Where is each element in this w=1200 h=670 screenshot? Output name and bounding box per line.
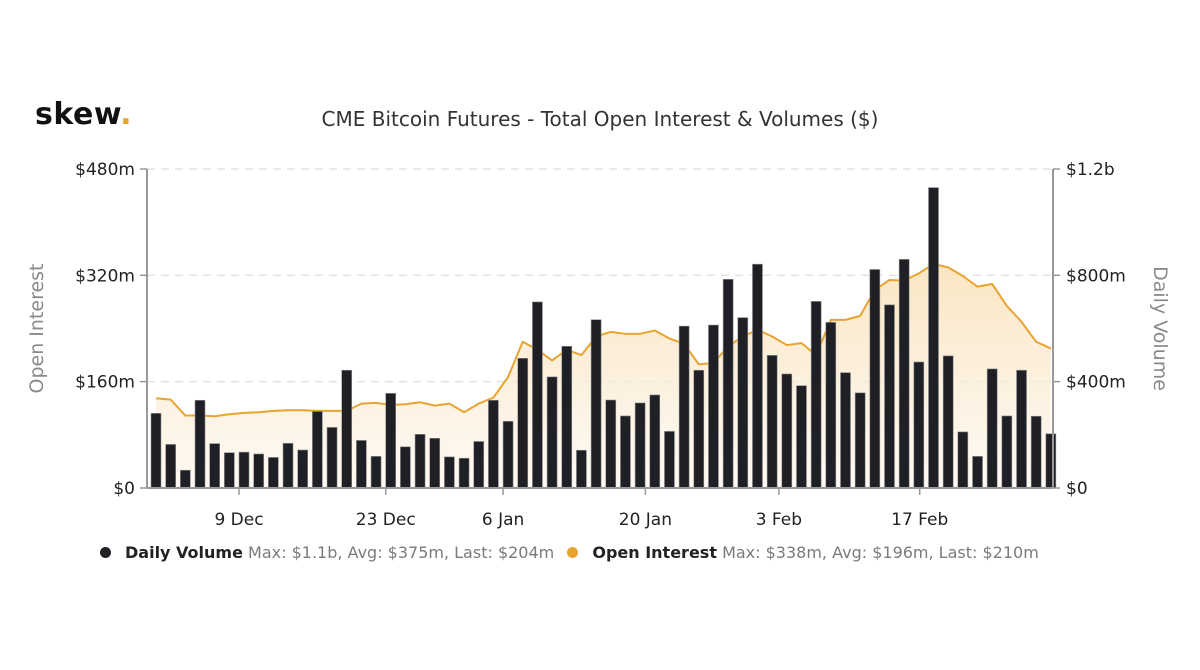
x-tick-label: 17 Feb [891, 510, 948, 530]
x-tick-label: 20 Jan [619, 510, 672, 530]
volume-bar [869, 269, 881, 489]
volume-bar [942, 355, 954, 489]
legend-dot-daily-volume [100, 547, 111, 558]
volume-bar [458, 457, 470, 489]
chart-title: CME Bitcoin Futures - Total Open Interes… [321, 107, 879, 131]
skew-logo: skew. [35, 97, 132, 132]
volume-bar [1030, 415, 1042, 489]
volume-bar [312, 411, 323, 489]
volume-bar [986, 368, 998, 489]
volume-bar [913, 361, 925, 489]
volume-bar [928, 187, 939, 489]
volume-bar [737, 317, 749, 489]
volume-bar [840, 372, 851, 489]
volume-bar [238, 451, 250, 489]
x-tick-label: 6 Jan [482, 510, 524, 530]
volume-bar [1001, 415, 1013, 489]
volume-bar [634, 402, 646, 489]
volume-bar [209, 443, 220, 489]
right-tick-label: $400m [1066, 373, 1126, 393]
right-tick-label: $1.2b [1066, 160, 1115, 180]
right-tick-label: $0 [1066, 479, 1088, 499]
volume-bar [150, 413, 162, 489]
volume-bar [488, 399, 499, 489]
volume-bar [473, 441, 485, 489]
volume-bar [444, 456, 455, 489]
left-tick-label: $320m [75, 266, 135, 286]
volume-bar [649, 394, 661, 489]
logo-text: skew [35, 97, 121, 132]
volume-bar [282, 443, 294, 489]
volume-bar [414, 434, 426, 489]
axis-labels: $0 $160m $320m $480m $0 $400m $800m $1.2b 9 Dec 2… [26, 160, 1171, 530]
axes [140, 168, 1060, 495]
volume-bar [796, 385, 807, 489]
x-tick-label: 9 Dec [214, 510, 263, 530]
volume-bar [957, 431, 969, 489]
left-axis-title: Open Interest [26, 263, 48, 393]
daily-volume-bars [150, 187, 1057, 489]
volume-bar [620, 415, 631, 489]
volume-bar [825, 322, 837, 489]
left-tick-label: $480m [75, 160, 135, 180]
legend-stats-daily-volume: Max: $1.1b, Avg: $375m, Last: $204m [248, 543, 555, 562]
volume-bar [532, 301, 543, 489]
legend-item-daily-volume[interactable]: Daily Volume Max: $1.1b, Avg: $375m, Las… [100, 543, 554, 562]
volume-bar [385, 393, 397, 489]
volume-bar [664, 431, 675, 489]
volume-bar [180, 469, 191, 489]
volume-bar [400, 446, 411, 489]
volume-bar [194, 399, 206, 489]
volume-bar [678, 325, 690, 489]
left-tick-label: $0 [113, 479, 135, 499]
volume-bar [590, 319, 602, 489]
volume-bar [546, 376, 558, 489]
volume-bar [297, 449, 309, 489]
volume-bar [898, 259, 910, 489]
legend-stats-open-interest: Max: $338m, Avg: $196m, Last: $210m [722, 543, 1039, 562]
volume-bar [356, 440, 367, 489]
x-tick-label: 3 Feb [756, 510, 802, 530]
logo-dot: . [120, 97, 133, 132]
volume-bar [576, 449, 587, 489]
volume-bar [341, 369, 353, 489]
volume-bar [884, 304, 895, 489]
volume-bar [781, 373, 793, 489]
volume-bar [854, 392, 866, 489]
right-tick-label: $800m [1066, 266, 1126, 286]
volume-bar [972, 456, 983, 489]
right-axis-title: Daily Volume [1149, 266, 1171, 391]
volume-bar [253, 453, 264, 489]
legend-label-daily-volume: Daily Volume [125, 543, 243, 562]
legend-dot-open-interest [567, 547, 579, 558]
volume-bar [502, 420, 514, 489]
volume-bar [224, 452, 235, 489]
volume-bar [752, 263, 763, 489]
volume-bar [517, 357, 529, 489]
x-tick-label: 23 Dec [356, 510, 416, 530]
volume-bar [326, 427, 338, 489]
volume-bar [1045, 433, 1057, 489]
volume-bar [370, 456, 382, 489]
volume-bar [693, 369, 705, 489]
volume-bar [1016, 369, 1027, 489]
volume-bar [766, 355, 778, 489]
volume-bar [561, 346, 573, 489]
volume-bar [722, 279, 734, 489]
volume-bar [605, 399, 617, 489]
legend-label-open-interest: Open Interest [592, 543, 717, 562]
volume-bar [165, 444, 176, 489]
legend-item-open-interest[interactable]: Open Interest Max: $338m, Avg: $196m, La… [565, 543, 1039, 562]
volume-bar [708, 324, 719, 489]
volume-bar [268, 457, 279, 489]
left-tick-label: $160m [75, 373, 135, 393]
volume-bar [810, 301, 822, 489]
legend: Daily Volume Max: $1.1b, Avg: $375m, Las… [100, 543, 1045, 562]
volume-bar [429, 437, 441, 489]
